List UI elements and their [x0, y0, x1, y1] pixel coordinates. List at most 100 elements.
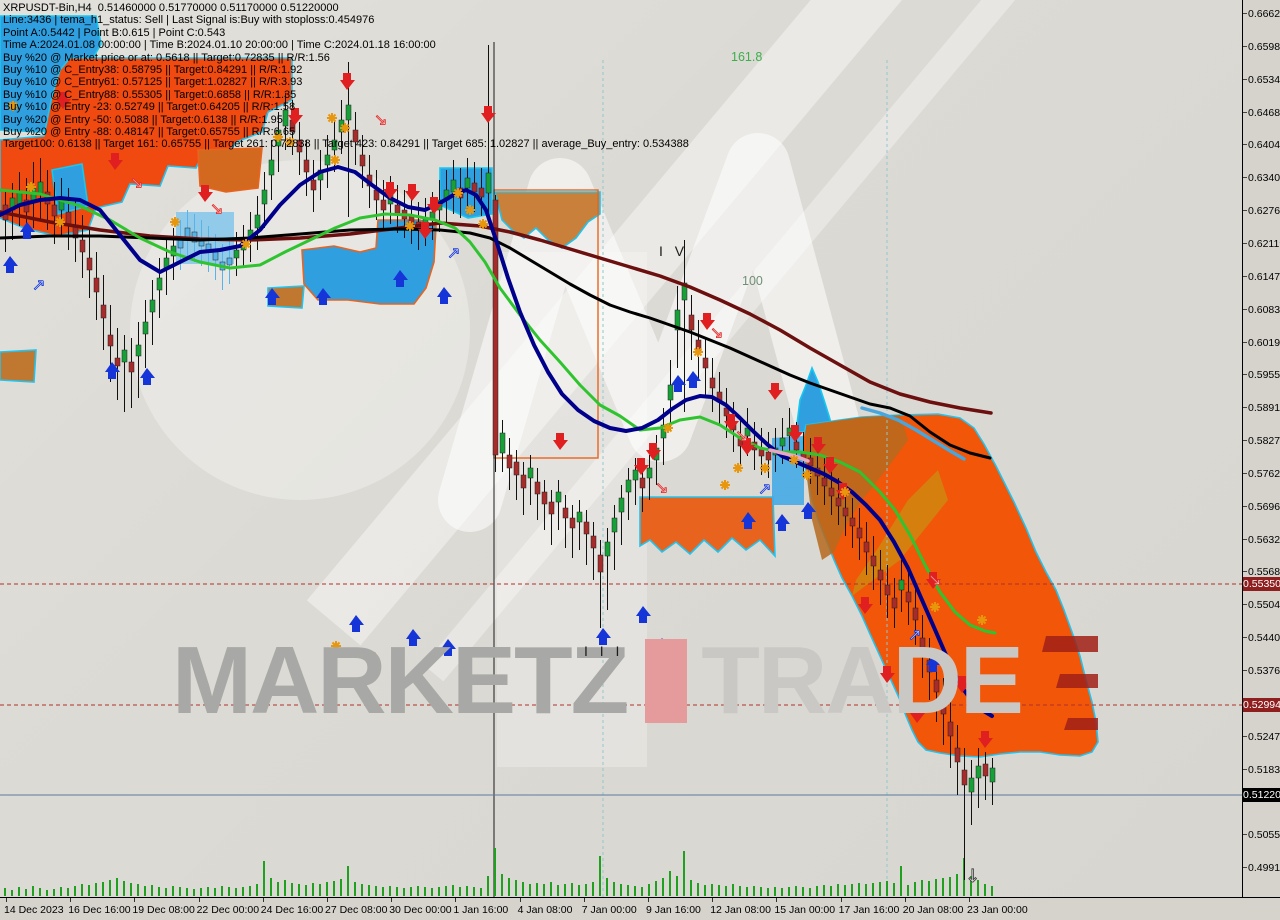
time-axis-label: 14 Dec 2023: [4, 904, 64, 916]
price-tick: [1243, 768, 1247, 770]
buy-arrow-icon: [671, 375, 686, 392]
price-axis-label: 0.60836: [1248, 303, 1280, 316]
hollow-down-arrow-icon: ↘: [710, 323, 723, 342]
star-signal-icon: [8, 101, 18, 111]
time-tick: [583, 898, 585, 902]
sell-arrow-icon: [768, 383, 783, 400]
ma-pink-line: [768, 448, 810, 463]
time-axis-label: 7 Jan 00:00: [581, 904, 637, 916]
price-tick: [1243, 341, 1247, 343]
sell-arrow-icon: [880, 666, 895, 683]
elliott-wave-label: I V: [659, 243, 689, 259]
buy-arrow-icon: [140, 368, 155, 385]
hollow-up-arrow-icon: ↗: [447, 243, 460, 262]
price-tick: [1243, 177, 1247, 179]
price-axis-label: 0.64043: [1248, 139, 1280, 152]
time-tick: [519, 898, 521, 902]
sell-arrow-icon: [910, 706, 925, 723]
hollow-down-arrow-icon: ↘: [655, 478, 668, 497]
star-signal-icon: [802, 470, 812, 480]
strategy-info-line: Buy %10 @ C_Entry88: 0.55305 || Target:0…: [3, 88, 297, 101]
hollow-drop-arrow-icon: ↓: [965, 866, 980, 887]
price-axis-label: 0.66628: [1248, 8, 1280, 20]
time-axis-label: 15 Jan 00:00: [774, 904, 836, 916]
price-axis-label: 0.55686: [1248, 566, 1280, 579]
time-axis-label: 24 Dec 16:00: [260, 904, 324, 916]
star-signal-icon: [720, 480, 730, 490]
time-axis-label: 1 Jan 16:00: [453, 904, 509, 916]
strategy-info-line: Buy %10 @ C_Entry38: 0.58795 || Target:0…: [3, 63, 303, 76]
chart-canvas[interactable]: ↘ ↘ ↘ ↘ ↘ ↘ ↘ ↗ ↗ ↗ ↗ ↓ MARKETZ TRADE XRPUSDT-Bin,H…: [0, 0, 1242, 897]
buy-arrow-icon: [265, 288, 280, 305]
strategy-info-line: Line:3436 | tema_h1_status: Sell | Last …: [3, 14, 375, 27]
buy-arrow-icon: [441, 639, 456, 656]
star-signal-icon: [327, 113, 337, 123]
time-axis-label: 20 Jan 08:00: [902, 904, 964, 916]
time-tick: [262, 898, 264, 902]
price-tick: [1243, 111, 1247, 113]
price-tick: [1243, 637, 1247, 639]
time-tick: [455, 898, 457, 902]
time-tick: [70, 898, 72, 902]
sell-arrow-icon: [955, 676, 970, 693]
price-axis-label: 0.62119: [1248, 237, 1280, 250]
hollow-up-arrow-icon: ↗: [32, 275, 45, 294]
sell-arrow-icon: [108, 153, 123, 170]
time-tick: [776, 898, 778, 902]
star-signal-icon: [840, 487, 850, 497]
sell-arrow-icon: [418, 222, 433, 239]
price-axis-label: 0.56327: [1248, 533, 1280, 546]
sell-arrow-icon: [858, 597, 873, 614]
watermark-text-right: TRADE: [701, 627, 1024, 734]
price-axis-label: 0.57629: [1248, 467, 1280, 480]
star-signal-icon: [465, 205, 475, 215]
price-tick: [1243, 735, 1247, 737]
buy-arrow-icon: [20, 222, 35, 239]
price-tick: [1243, 604, 1247, 606]
buy-arrow-icon: [393, 270, 408, 287]
strategy-info-line: Buy %10 @ Entry -23: 0.52749 || Target:0…: [3, 101, 296, 114]
ma-navy-line: [0, 165, 994, 718]
price-badge: 0.51220: [1243, 788, 1280, 802]
elliott-wave-label: I I I: [584, 643, 624, 659]
star-signal-icon: [330, 155, 340, 165]
price-axis-label: 0.55045: [1248, 599, 1280, 612]
price-axis[interactable]: 0.66628 0.65986 0.65345 0.64684 0.64043 0.634…: [1242, 0, 1280, 907]
price-axis-label: 0.63402: [1248, 172, 1280, 185]
price-tick: [1243, 13, 1247, 14]
hollow-down-arrow-icon: ↘: [374, 110, 387, 129]
buy-arrow-icon: [741, 512, 756, 529]
sell-arrow-icon: [481, 106, 496, 123]
buy-arrow-icon: [316, 288, 331, 305]
star-signal-icon: [733, 463, 743, 473]
strategy-info-line: Buy %20 @ Entry -50: 0.5088 || Target:0.…: [3, 113, 283, 126]
price-axis-label: 0.53762: [1248, 665, 1280, 677]
price-tick: [1243, 210, 1247, 212]
time-axis-label: 16 Dec 16:00: [68, 904, 131, 916]
star-signal-icon: [478, 219, 488, 229]
price-axis-label: 0.58912: [1248, 402, 1280, 415]
star-signal-icon: [945, 689, 955, 699]
time-axis-label: 17 Jan 16:00: [838, 904, 900, 916]
star-signal-icon: [367, 651, 377, 661]
star-signal-icon: [26, 182, 36, 192]
price-badge: 0.52994: [1243, 698, 1280, 712]
hollow-down-arrow-icon: ↘: [210, 199, 223, 218]
price-axis-label: 0.51838: [1248, 763, 1280, 776]
price-tick: [1243, 45, 1247, 47]
strategy-info-line: Target100: 0.6138 || Target 161: 0.65755…: [3, 138, 689, 151]
time-tick: [712, 898, 714, 902]
time-axis[interactable]: 14 Dec 2023 16 Dec 16:00 19 Dec 08:00 22 De…: [0, 897, 1280, 920]
sell-arrow-icon: [811, 437, 826, 454]
star-signal-icon: [930, 602, 940, 612]
ma-green-line: [0, 188, 997, 635]
time-axis-label: 22 Dec 00:00: [196, 904, 260, 916]
buy-arrow-icon: [686, 371, 701, 388]
price-axis-label: 0.56969: [1248, 500, 1280, 513]
sell-arrow-icon: [740, 438, 755, 455]
sell-arrow-icon: [926, 572, 941, 589]
price-tick: [1243, 242, 1247, 244]
sell-arrow-icon: [553, 433, 568, 450]
